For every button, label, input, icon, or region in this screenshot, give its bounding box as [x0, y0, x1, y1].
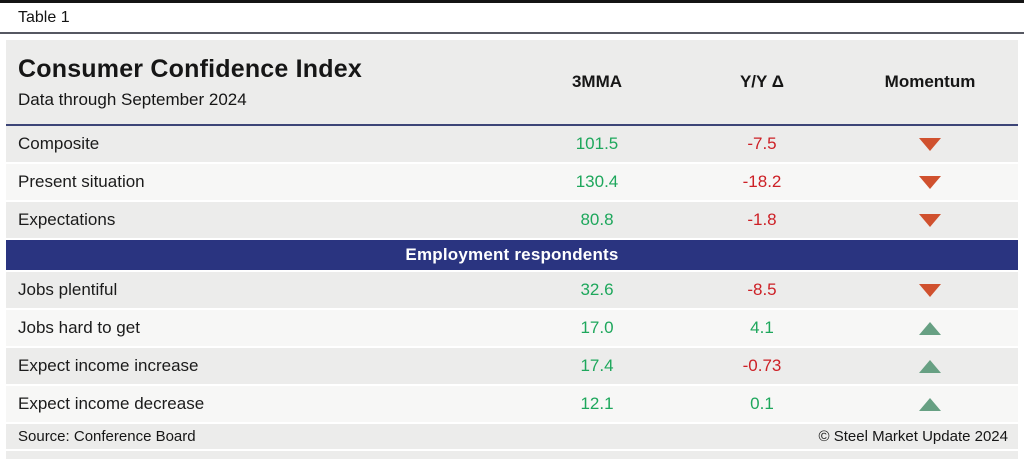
momentum-cell	[842, 172, 1018, 192]
title-block: Consumer Confidence Index Data through S…	[6, 55, 512, 110]
data-through-subtitle: Data through September 2024	[18, 89, 247, 109]
page-title: Consumer Confidence Index	[18, 54, 362, 83]
momentum-cell	[842, 318, 1018, 338]
momentum-down-icon	[919, 284, 941, 298]
momentum-up-icon	[919, 322, 941, 336]
mma-value: 80.8	[580, 210, 614, 229]
table-row: Jobs plentiful 32.6 -8.5	[6, 272, 1018, 310]
table-number-label: Table 1	[18, 9, 70, 26]
yoy-value: -0.73	[742, 356, 782, 375]
row-label: Expect income decrease	[18, 394, 205, 413]
momentum-down-icon	[919, 138, 941, 152]
row-label: Present situation	[18, 172, 145, 191]
top-border	[0, 0, 1024, 3]
mma-value: 101.5	[575, 134, 619, 153]
yoy-value: 4.1	[750, 318, 774, 337]
table-row: Composite 101.5 -7.5	[6, 126, 1018, 164]
column-header-momentum: Momentum	[884, 72, 976, 91]
employment-respondents-banner: Employment respondents	[6, 240, 1018, 272]
row-label: Jobs hard to get	[18, 318, 140, 337]
yoy-value: 0.1	[750, 394, 774, 413]
yoy-value: -1.8	[747, 210, 777, 229]
mma-value: 17.0	[580, 318, 614, 337]
table-row: Expect income increase 17.4 -0.73	[6, 348, 1018, 386]
table-row: Jobs hard to get 17.0 4.1	[6, 310, 1018, 348]
row-label: Composite	[18, 134, 100, 153]
table-header: Consumer Confidence Index Data through S…	[6, 40, 1018, 126]
column-header-3mma: 3MMA	[571, 72, 623, 91]
momentum-cell	[842, 134, 1018, 154]
row-label: Expectations	[18, 210, 116, 229]
momentum-up-icon	[919, 398, 941, 412]
spacer	[0, 34, 1024, 40]
momentum-cell	[842, 394, 1018, 414]
mma-value: 32.6	[580, 280, 614, 299]
source-note: Source: Conference Board	[18, 428, 196, 445]
row-label: Expect income increase	[18, 356, 199, 375]
yoy-value: -8.5	[747, 280, 777, 299]
copyright-note: © Steel Market Update 2024	[818, 428, 1009, 445]
table-footer: Source: Conference Board © Steel Market …	[6, 424, 1018, 451]
mma-value: 130.4	[575, 172, 619, 191]
confidence-index-table: Consumer Confidence Index Data through S…	[6, 40, 1018, 459]
row-label: Jobs plentiful	[18, 280, 118, 299]
horizontal-rule	[0, 32, 1024, 34]
yoy-value: -7.5	[747, 134, 777, 153]
mma-value: 12.1	[580, 394, 614, 413]
table-row: Expect income decrease 12.1 0.1	[6, 386, 1018, 424]
bottom-strip	[6, 451, 1018, 459]
table-row: Expectations 80.8 -1.8	[6, 202, 1018, 240]
momentum-up-icon	[919, 360, 941, 374]
momentum-cell	[842, 356, 1018, 376]
mma-value: 17.4	[580, 356, 614, 375]
momentum-down-icon	[919, 176, 941, 190]
yoy-value: -18.2	[742, 172, 782, 191]
momentum-cell	[842, 210, 1018, 230]
momentum-down-icon	[919, 214, 941, 228]
column-header-yoy-delta: Y/Y Δ	[739, 72, 785, 91]
table-row: Present situation 130.4 -18.2	[6, 164, 1018, 202]
momentum-cell	[842, 280, 1018, 300]
